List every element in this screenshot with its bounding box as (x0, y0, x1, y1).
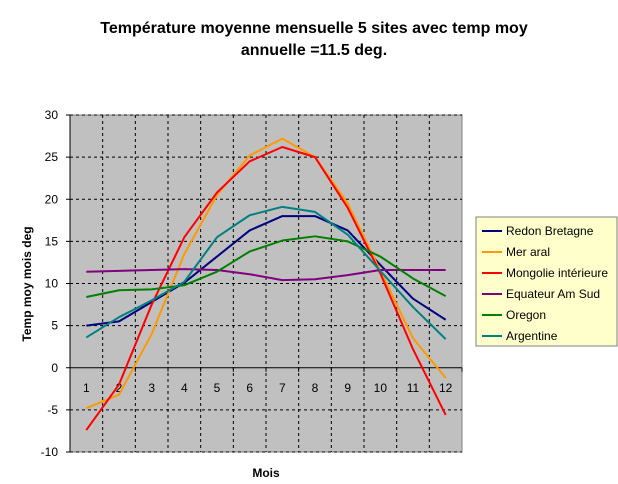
x-tick-label: 11 (407, 381, 420, 395)
legend-box (475, 216, 618, 347)
y-tick-label: 20 (45, 192, 59, 206)
y-tick-label: 25 (45, 150, 59, 164)
series-line-4 (86, 235, 447, 298)
y-tick-label: 5 (51, 319, 58, 333)
y-tick-label: 10 (45, 277, 59, 291)
legend-label: Equateur Am Sud (506, 287, 600, 301)
legend-label: Redon Bretagne (506, 224, 594, 238)
chart-title-line1: Température moyenne mensuelle 5 sites av… (100, 20, 528, 37)
y-tick-label: 0 (51, 361, 58, 375)
series-line-1 (85, 137, 447, 410)
x-tick-label: 5 (214, 381, 221, 395)
x-tick-label: 6 (246, 381, 253, 395)
series-line-3 (86, 268, 446, 282)
y-tick-label: -10 (41, 445, 59, 459)
legend-label: Argentine (506, 329, 558, 343)
y-tick-label: 30 (45, 108, 59, 122)
x-tick-label: 8 (312, 381, 319, 395)
y-axis-ticks: 30 25 20 15 10 5 0 -5 -10 (41, 108, 70, 459)
x-tick-label: 10 (374, 381, 388, 395)
x-axis-ticks: 1 2 3 4 5 6 7 8 9 10 11 12 (69, 367, 463, 395)
x-tick-label: 4 (181, 381, 188, 395)
series-line-2 (85, 146, 447, 431)
series-line-5 (85, 205, 447, 340)
x-tick-label: 1 (83, 381, 90, 395)
x-tick-label: 2 (116, 381, 123, 395)
x-axis-label: Mois (252, 466, 280, 480)
x-tick-label: 3 (148, 381, 155, 395)
x-tick-label: 7 (279, 381, 286, 395)
series-lines (85, 137, 447, 431)
legend-label: Mongolie intérieure (506, 266, 608, 280)
x-tick-label: 9 (344, 381, 351, 395)
x-tick-label: 12 (439, 381, 453, 395)
legend-label: Oregon (506, 308, 546, 322)
legend: Redon Bretagne Mer aral Mongolie intérieur… (475, 216, 618, 347)
y-axis-label: Temp moy mois deg (20, 226, 34, 341)
chart-title-line2: annuelle =11.5 deg. (241, 42, 387, 59)
y-tick-label: -5 (47, 403, 58, 417)
legend-label: Mer aral (506, 245, 550, 259)
y-tick-label: 15 (45, 234, 59, 248)
